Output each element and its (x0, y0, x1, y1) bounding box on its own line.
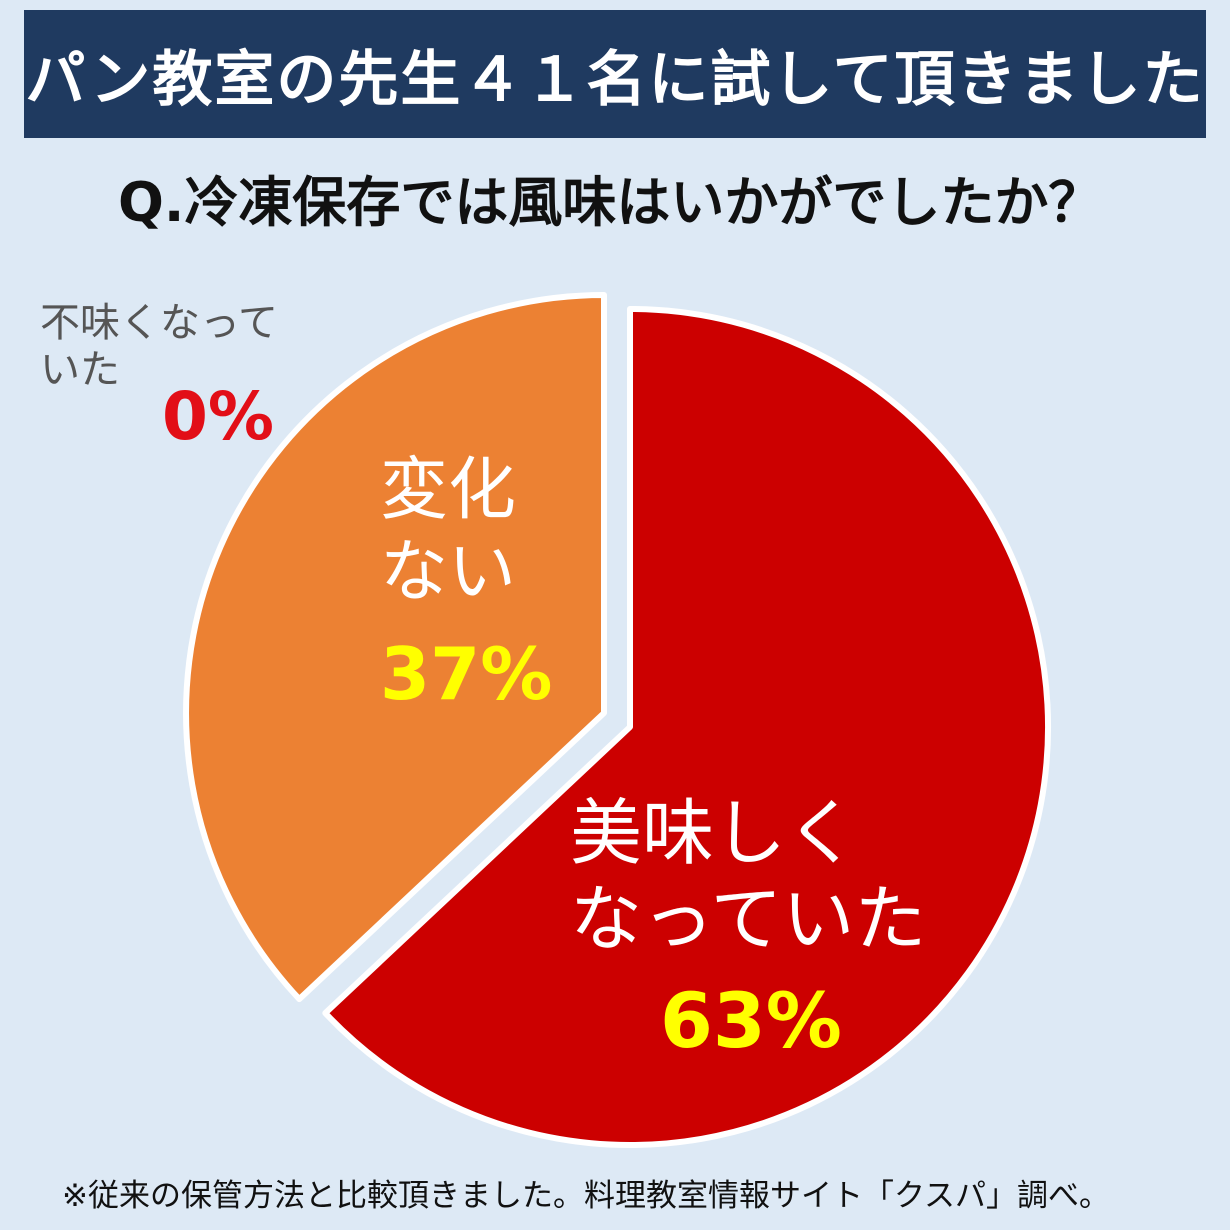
value-tasted-better: 63% (660, 976, 842, 1065)
label-no-change-line-2: ない (380, 532, 517, 612)
label-tasted-better-line-1: 美味しく (570, 791, 859, 875)
footnote: ※従来の保管方法と比較頂きました。料理教室情報サイト「クスパ」調べ。 (62, 1178, 1111, 1214)
survey-question: Q.冷凍保存では風味はいかがでしたか？ (118, 171, 1103, 234)
label-tasted-worse-line-1: 不味くなって (40, 300, 278, 346)
banner-title: パン教室の先生４１名に試して頂きました (25, 44, 1205, 115)
value-tasted-worse: 0% (162, 378, 275, 455)
label-tasted-better: 美味しく なっていた (570, 790, 926, 963)
label-tasted-better-line-2: なっていた (570, 877, 927, 962)
label-tasted-worse-line-2: いた (40, 347, 120, 394)
pie-slice-no-change (183, 292, 607, 1003)
label-no-change: 変化 ない (380, 450, 516, 613)
pie-slice-tasty (322, 306, 1052, 1148)
label-no-change-line-1: 変化 (380, 451, 517, 530)
label-tasted-worse: 不味くなって いた (40, 300, 278, 394)
value-no-change: 37% (380, 632, 553, 716)
title-banner: パン教室の先生４１名に試して頂きました (24, 10, 1206, 138)
